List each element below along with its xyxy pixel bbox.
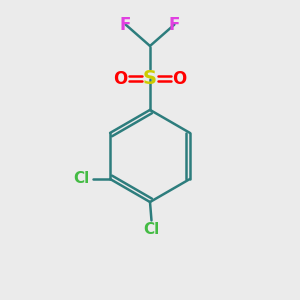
Text: F: F xyxy=(120,16,131,34)
Text: F: F xyxy=(169,16,180,34)
Text: O: O xyxy=(172,70,187,88)
Text: S: S xyxy=(143,69,157,88)
Text: Cl: Cl xyxy=(74,172,90,187)
Text: Cl: Cl xyxy=(143,222,160,237)
Text: O: O xyxy=(113,70,127,88)
